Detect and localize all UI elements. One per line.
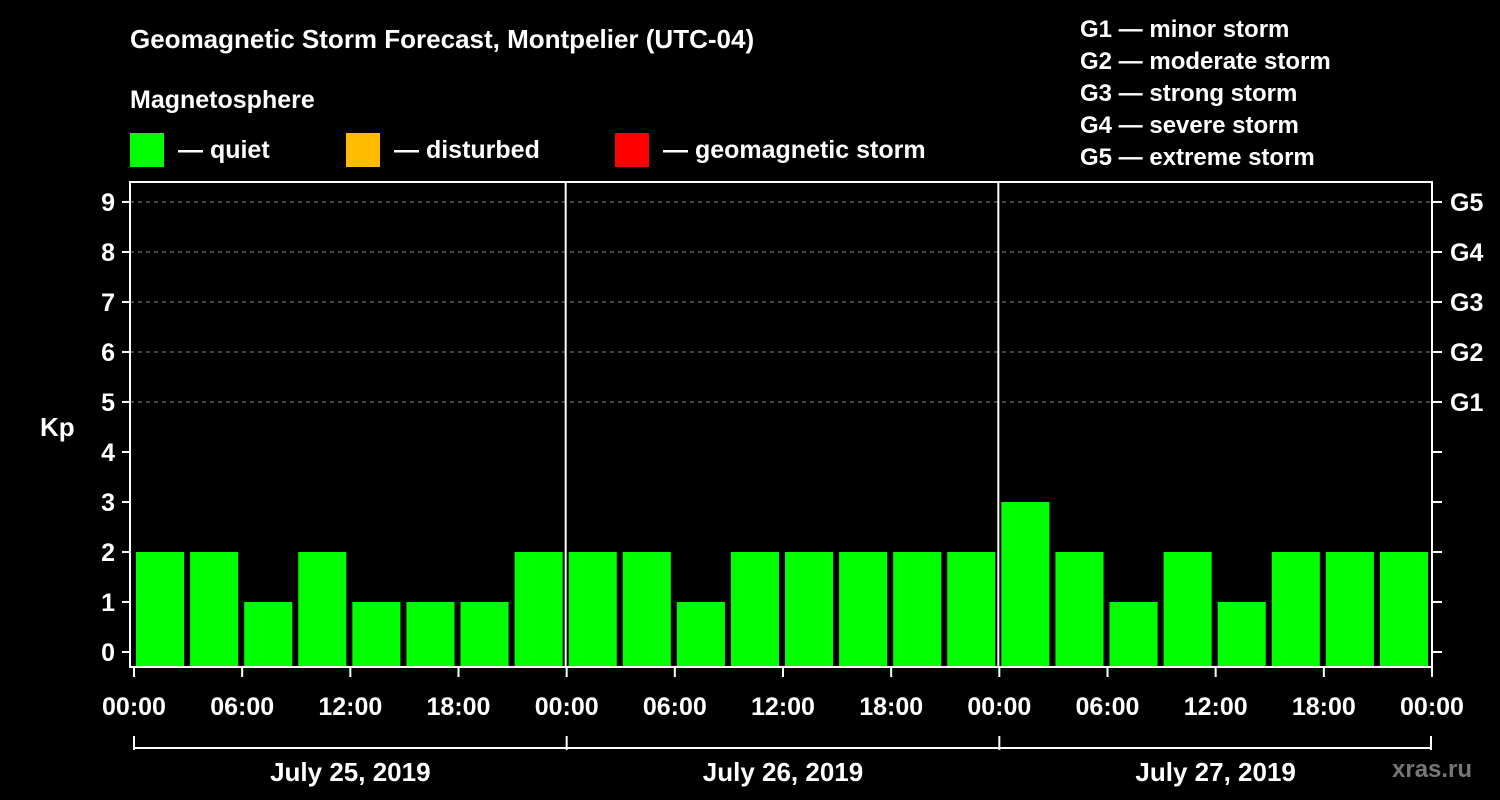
y-tick-label: 9	[101, 189, 115, 217]
kp-bar	[839, 552, 888, 667]
storm-scale-legend: G1 — minor storm G2 — moderate storm G3 …	[1080, 14, 1331, 174]
kp-bar	[190, 552, 239, 667]
kp-bar	[1055, 552, 1104, 667]
legend-storm-label: — geomagnetic storm	[663, 135, 926, 164]
g-scale-label: G5	[1450, 189, 1483, 217]
x-tick-label: 06:00	[210, 693, 274, 721]
x-tick-label: 12:00	[751, 693, 815, 721]
legend-quiet: — quiet	[130, 133, 270, 167]
chart-title: Geomagnetic Storm Forecast, Montpelier (…	[130, 24, 755, 54]
x-tick-label: 06:00	[643, 693, 707, 721]
scale-g5: G5 — extreme storm	[1080, 144, 1315, 171]
g-scale-label: G2	[1450, 339, 1483, 367]
y-tick-label: 5	[101, 389, 115, 417]
y-tick-label: 6	[101, 339, 115, 367]
kp-bar	[1163, 552, 1212, 667]
kp-bar	[1001, 502, 1050, 667]
plot-frame	[129, 181, 1433, 668]
y-tick-label: 7	[101, 289, 115, 317]
kp-bar	[352, 602, 401, 667]
kp-bar	[1109, 602, 1158, 667]
storm-swatch	[615, 133, 649, 167]
kp-bar	[514, 552, 563, 667]
kp-bar	[730, 552, 779, 667]
y-tick-label: 2	[101, 539, 115, 567]
y-tick-label: 4	[101, 439, 115, 467]
x-tick-label: 18:00	[859, 693, 923, 721]
legend-disturbed: — disturbed	[346, 133, 540, 167]
scale-g3: G3 — strong storm	[1080, 80, 1298, 107]
kp-bar	[676, 602, 725, 667]
x-tick-label: 18:00	[427, 693, 491, 721]
y-tick-label: 0	[101, 639, 115, 667]
x-tick-label: 12:00	[318, 693, 382, 721]
x-tick-label: 00:00	[102, 693, 166, 721]
scale-g4: G4 — severe storm	[1080, 112, 1299, 139]
g-scale-label: G4	[1450, 239, 1483, 267]
kp-bar	[406, 602, 455, 667]
disturbed-swatch	[346, 133, 380, 167]
y-tick-label: 8	[101, 239, 115, 267]
x-tick-label: 18:00	[1292, 693, 1356, 721]
x-tick-label: 00:00	[535, 693, 599, 721]
kp-bar	[1379, 552, 1428, 667]
y-tick-label: 1	[101, 589, 115, 617]
day-label: July 25, 2019	[270, 757, 430, 787]
scale-g1: G1 — minor storm	[1080, 16, 1290, 43]
legend-heading: Magnetosphere	[130, 86, 315, 114]
kp-bar	[244, 602, 293, 667]
quiet-swatch	[130, 133, 164, 167]
legend-quiet-label: — quiet	[178, 135, 270, 164]
kp-bar	[622, 552, 671, 667]
scale-g2: G2 — moderate storm	[1080, 48, 1331, 75]
x-tick-label: 00:00	[1400, 693, 1464, 721]
kp-bar	[460, 602, 509, 667]
kp-bar	[947, 552, 996, 667]
day-label: July 26, 2019	[703, 757, 863, 787]
y-axis-label: Kp	[40, 412, 75, 442]
g-scale-label: G1	[1450, 389, 1483, 417]
kp-bar	[1271, 552, 1320, 667]
x-tick-label: 12:00	[1184, 693, 1248, 721]
x-tick-label: 00:00	[967, 693, 1031, 721]
kp-bar	[1325, 552, 1374, 667]
g-scale-label: G3	[1450, 289, 1483, 317]
day-label: July 27, 2019	[1135, 757, 1295, 787]
legend-disturbed-label: — disturbed	[394, 135, 540, 164]
legend-storm: — geomagnetic storm	[615, 133, 926, 167]
kp-bar	[568, 552, 617, 667]
watermark: xras.ru	[1392, 756, 1473, 783]
kp-bar	[1217, 602, 1266, 667]
y-tick-label: 3	[101, 489, 115, 517]
x-tick-label: 06:00	[1076, 693, 1140, 721]
kp-bar	[785, 552, 834, 667]
kp-bar	[893, 552, 942, 667]
kp-bar	[298, 552, 347, 667]
kp-bar	[136, 552, 185, 667]
